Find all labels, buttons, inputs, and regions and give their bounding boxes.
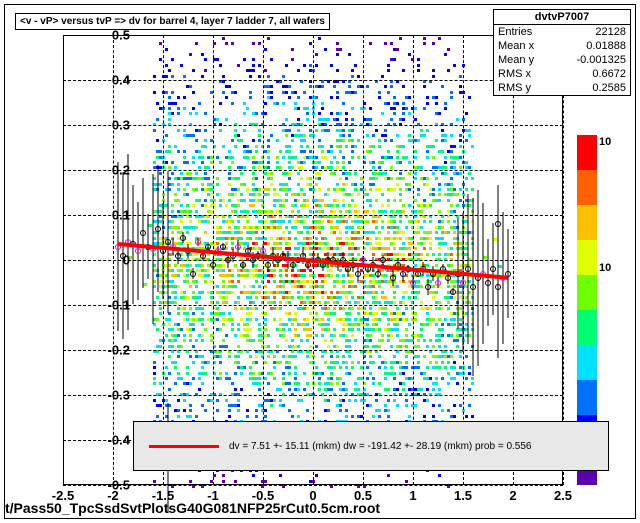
stats-name: dvtvP7007: [494, 10, 630, 25]
stats-row: Mean x0.01888: [494, 39, 630, 53]
stats-box: dvtvP7007 Entries22128 Mean x0.01888 Mea…: [493, 9, 631, 96]
footer-text: t/Pass50_TpcSsdSvtPlotsG40G081NFP25rCut0…: [5, 500, 380, 516]
fit-legend-line: [149, 445, 219, 448]
fit-text: dv = 7.51 +- 15.11 (mkm) dw = -191.42 +-…: [229, 441, 531, 452]
stats-row: Entries22128: [494, 25, 630, 39]
plot-area: dv = 7.51 +- 15.11 (mkm) dw = -191.42 +-…: [63, 35, 563, 485]
stats-row: RMS y0.2585: [494, 81, 630, 95]
stats-row: RMS x0.6672: [494, 67, 630, 81]
stats-row: Mean y-0.001325: [494, 53, 630, 67]
chart-title: <v - vP> versus tvP => dv for barrel 4, …: [15, 13, 330, 30]
fit-legend: dv = 7.51 +- 15.11 (mkm) dw = -191.42 +-…: [133, 421, 609, 471]
chart-canvas: <v - vP> versus tvP => dv for barrel 4, …: [4, 4, 636, 519]
